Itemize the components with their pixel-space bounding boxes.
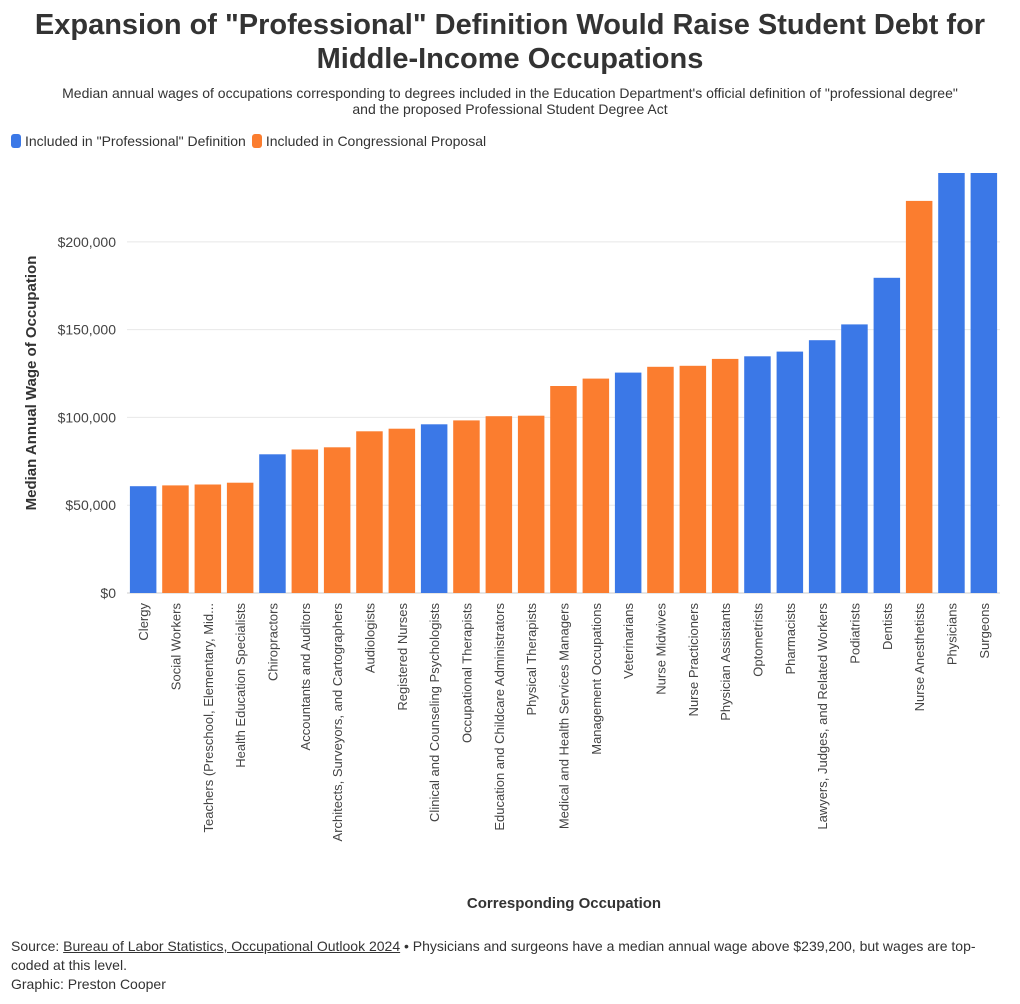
bar-physical-therapists[interactable] [517,415,545,593]
x-tick-label: Clinical and Counseling Psychologists [427,603,442,822]
source-line: Source: Bureau of Labor Statistics, Occu… [11,937,1011,975]
bars [129,173,998,594]
bar-occupational-therapists[interactable] [453,420,480,593]
bar-social-workers[interactable] [162,485,189,593]
bar-management-occupations[interactable] [582,378,610,593]
x-tick-label: Dentists [880,603,895,650]
chart-subtitle-line2: and the proposed Professional Student De… [352,101,668,117]
bar-optometrists[interactable] [744,356,771,593]
legend-swatch-professional [11,134,21,148]
y-axis-label: Median Annual Wage of Occupation [23,256,40,511]
bar-teachers-preschool-elementary-mid[interactable] [194,484,222,594]
bar-accountants-and-auditors[interactable] [291,449,319,594]
x-tick-label: Medical and Health Services Managers [557,603,572,830]
x-tick-label: Architects, Surveyors, and Cartographers [330,603,345,842]
bar-nurse-midwives[interactable] [647,366,674,593]
x-tick-label: Nurse Practicioners [686,603,701,717]
x-tick-label: Occupational Therapists [460,603,475,743]
bar-health-education-specialists[interactable] [226,482,254,593]
x-tick-label: Management Occupations [589,603,604,755]
bar-lawyers-judges-and-related-workers[interactable] [808,340,836,593]
x-tick-label: Teachers (Preschool, Elementary, Mid... [201,603,216,833]
bar-clergy[interactable] [129,486,157,593]
x-tick-label: Physicians [945,603,960,666]
y-tick-label: $200,000 [58,234,117,250]
chart-title-line1: Expansion of "Professional" Definition W… [34,9,986,41]
bar-veterinarians[interactable] [614,372,642,593]
chart-title: Expansion of "Professional" Definition W… [0,8,1020,76]
legend-item-professional[interactable]: Included in "Professional" Definition [11,133,246,149]
bar-architects-surveyors-and-cartographers[interactable] [323,447,351,593]
x-tick-label: Chiropractors [266,603,281,682]
y-tick-label: $150,000 [58,322,117,338]
bar-chart: $0 $50,000 $100,000 $150,000 $200,000 Clergy… [23,173,1000,912]
bar-surgeons[interactable] [970,173,998,593]
x-tick-label: Podiatrists [848,603,863,664]
y-tick-label: $100,000 [58,409,117,425]
x-tick-label: Health Education Specialists [233,603,248,768]
y-tick-labels: $0 $50,000 $100,000 $150,000 $200,000 [58,234,117,601]
legend-item-proposal[interactable]: Included in Congressional Proposal [251,133,487,149]
x-tick-label: Pharmacists [783,603,798,675]
x-tick-label: Audiologists [363,603,378,674]
bar-medical-and-health-services-managers[interactable] [550,386,577,593]
source-note: • Physicians and surgeons have a median … [11,938,976,973]
bar-pharmacists[interactable] [776,351,804,593]
x-tick-label: Registered Nurses [395,603,410,711]
x-tick-label: Optometrists [751,603,766,677]
bar-physicians[interactable] [938,173,965,593]
x-tick-label: Physician Assistants [718,603,733,721]
bar-nurse-practicioners[interactable] [679,365,707,593]
source-prefix: Source: [11,938,64,954]
x-tick-labels: Clergy Social Workers Teachers (Preschool,… [136,603,992,842]
x-tick-label: Veterinarians [621,603,636,679]
x-tick-label: Nurse Anesthetists [912,603,927,712]
chart-title-line2: Middle-Income Occupations [316,43,704,75]
bar-education-and-childcare-administrators[interactable] [485,416,513,593]
chart-subtitle: Median annual wages of occupations corre… [0,85,1020,117]
legend-label-professional: Included in "Professional" Definition [25,133,246,149]
x-tick-label: Physical Therapists [524,603,539,716]
legend-swatch-proposal [251,134,262,148]
x-tick-label: Social Workers [169,603,184,691]
x-axis-label: Corresponding Occupation [467,895,661,912]
x-tick-label: Surgeons [977,603,992,659]
graphic-credit: Graphic: Preston Cooper [11,976,166,992]
bar-registered-nurses[interactable] [388,428,416,593]
y-tick-label: $0 [100,585,116,601]
legend: Included in "Professional" Definition In… [11,133,492,149]
x-tick-label: Education and Childcare Administrators [492,603,507,831]
bar-physician-assistants[interactable] [711,358,739,593]
bar-dentists[interactable] [873,277,901,593]
bar-nurse-anesthetists[interactable] [905,200,933,593]
bar-audiologists[interactable] [356,431,383,593]
bar-chiropractors[interactable] [259,454,286,593]
bar-podiatrists[interactable] [841,324,868,593]
source-link[interactable]: Bureau of Labor Statistics, Occupational… [63,938,401,954]
legend-label-proposal: Included in Congressional Proposal [265,133,487,149]
y-tick-label: $50,000 [65,497,116,513]
footer: Source: Bureau of Labor Statistics, Occu… [11,937,1011,994]
x-tick-label: Lawyers, Judges, and Related Workers [815,603,830,830]
x-tick-label: Clergy [136,603,151,641]
x-tick-label: Nurse Midwives [654,603,669,695]
x-tick-label: Accountants and Auditors [298,603,313,751]
chart-subtitle-line1: Median annual wages of occupations corre… [62,85,958,101]
bar-clinical-and-counseling-psychologists[interactable] [420,424,448,593]
